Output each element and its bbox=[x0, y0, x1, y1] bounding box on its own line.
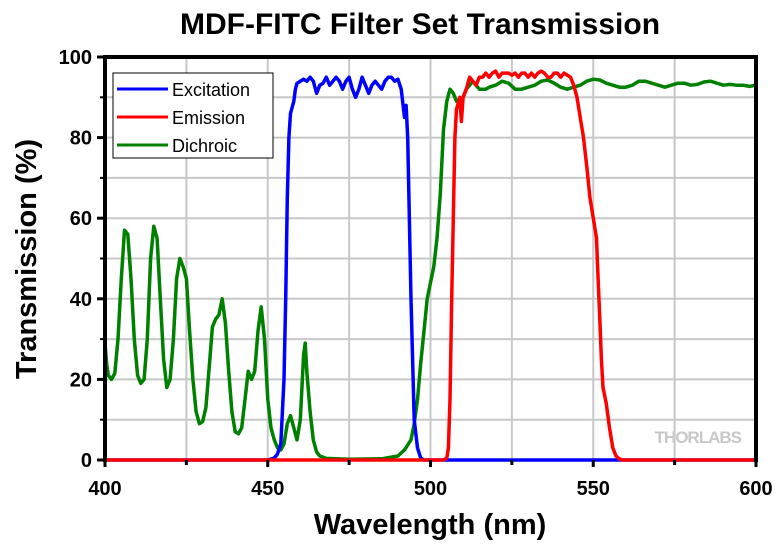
x-tick-label: 600 bbox=[739, 478, 772, 500]
thorlabs-watermark: THORLABS bbox=[655, 428, 742, 447]
legend-label-emission: Emission bbox=[172, 108, 245, 128]
legend: Excitation Emission Dichroic bbox=[112, 72, 274, 159]
y-tick-label: 0 bbox=[81, 450, 92, 472]
gridlines bbox=[105, 57, 756, 460]
series-excitation-line bbox=[105, 75, 756, 462]
data-curves bbox=[103, 69, 757, 462]
y-tick-label: 80 bbox=[70, 128, 92, 150]
legend-label-dichroic: Dichroic bbox=[172, 136, 237, 156]
legend-label-excitation: Excitation bbox=[172, 80, 250, 100]
chart-title: MDF-FITC Filter Set Transmission bbox=[180, 8, 660, 41]
series-emission-line bbox=[105, 69, 756, 462]
x-tick-label: 450 bbox=[251, 478, 284, 500]
y-tick-label: 100 bbox=[59, 47, 92, 69]
y-axis-label: Transmission (%) bbox=[11, 139, 43, 379]
axis-ticks: 400 450 500 550 600 0 20 40 60 80 100 bbox=[59, 47, 773, 500]
x-tick-label: 500 bbox=[414, 478, 447, 500]
y-tick-label: 60 bbox=[70, 208, 92, 230]
y-tick-label: 40 bbox=[70, 289, 92, 311]
x-tick-label: 400 bbox=[88, 478, 121, 500]
x-tick-label: 550 bbox=[577, 478, 610, 500]
x-axis-label: Wavelength (nm) bbox=[314, 509, 547, 541]
y-tick-label: 20 bbox=[70, 369, 92, 391]
